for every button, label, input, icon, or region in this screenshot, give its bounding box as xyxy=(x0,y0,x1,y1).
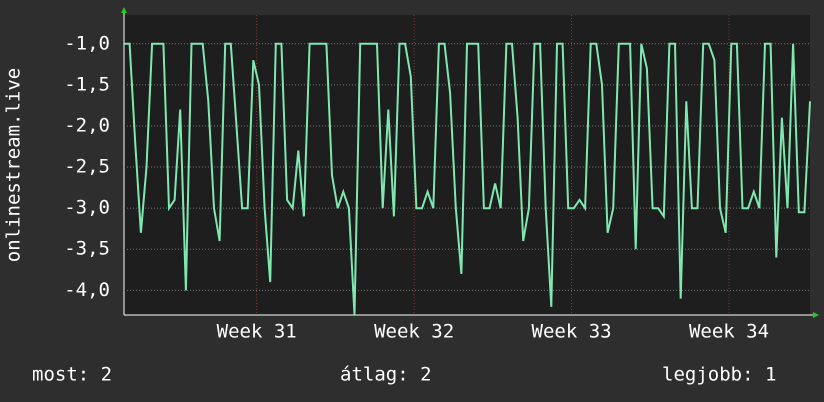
y-tick-label: -2,5 xyxy=(64,156,110,178)
x-tick-label: Week 34 xyxy=(689,321,769,343)
y-tick-label: -3,0 xyxy=(64,197,110,219)
axis-arrow xyxy=(813,312,819,318)
x-tick-label: Week 32 xyxy=(374,321,454,343)
x-tick-label: Week 33 xyxy=(532,321,612,343)
axis-arrow xyxy=(121,7,127,13)
y-tick-label: -2,0 xyxy=(64,114,110,136)
legend-item: átlag: 2 xyxy=(340,364,432,386)
legend-item: most: 2 xyxy=(32,364,112,386)
y-axis-label: onlinestream.live xyxy=(3,68,25,262)
legend-item: legjobb: 1 xyxy=(662,364,776,386)
y-tick-label: -3,5 xyxy=(64,238,110,260)
data-line xyxy=(124,42,811,316)
y-tick-label: -1,0 xyxy=(64,32,110,54)
y-tick-label: -1,5 xyxy=(64,73,110,95)
y-tick-label: -4,0 xyxy=(64,279,110,301)
x-tick-label: Week 31 xyxy=(217,321,297,343)
